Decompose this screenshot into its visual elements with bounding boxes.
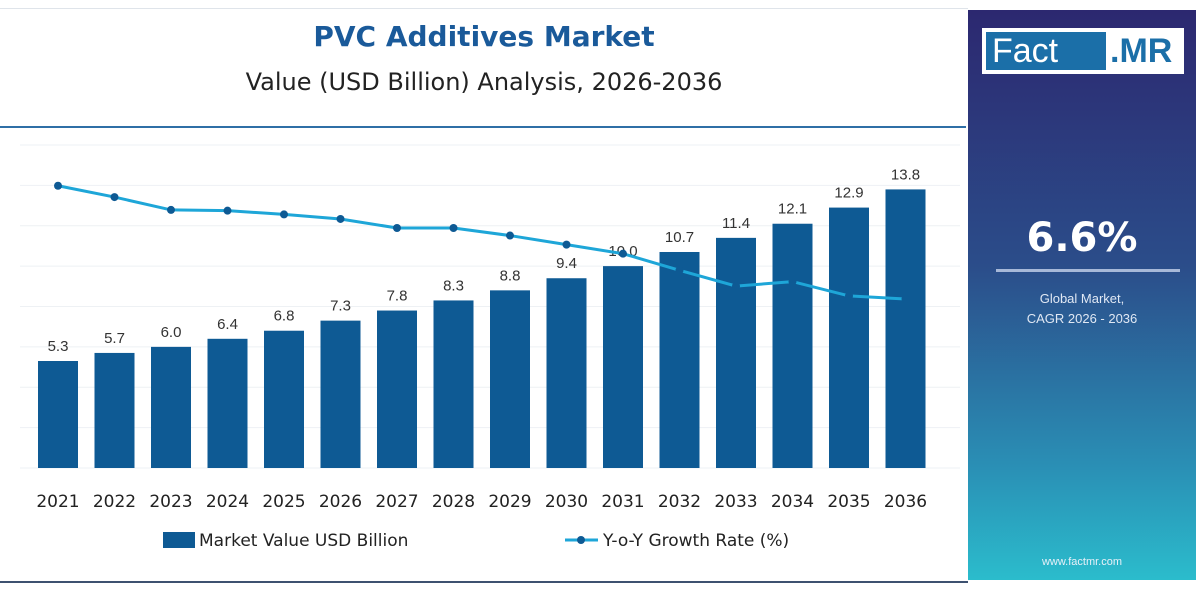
growth-point-2036 [901,294,910,303]
factmr-logo: Fact .MR [982,28,1184,74]
x-tick-2032: 2032 [658,492,701,512]
chart-frame [0,8,968,583]
bar-2034 [772,223,813,468]
bar-label-2034: 12.1 [778,201,807,218]
bar-2025 [264,330,304,468]
legend-bar-swatch [163,532,195,548]
bar-label-2023: 6.0 [161,324,182,341]
x-tick-2028: 2028 [432,492,475,512]
x-tick-2035: 2035 [827,492,870,512]
x-tick-2027: 2027 [375,492,418,512]
bar-2028 [433,300,474,468]
growth-point-2024 [223,206,232,215]
bar-label-2032: 10.7 [665,229,694,246]
bar-label-2029: 8.8 [500,267,521,284]
growth-point-2032 [675,266,684,275]
bar-2026 [320,320,361,468]
growth-point-2030 [562,240,571,249]
x-tick-2021: 2021 [36,492,79,512]
legend-line-marker [577,536,585,544]
growth-point-2021 [54,181,62,190]
bar-label-2024: 6.4 [217,316,238,333]
x-tick-2034: 2034 [771,492,814,512]
x-tick-2025: 2025 [262,492,305,512]
bar-2033 [716,237,756,468]
x-tick-2031: 2031 [601,492,644,512]
bar-2030 [546,278,587,468]
growth-point-2031 [619,249,627,258]
bar-label-2030: 9.4 [556,255,577,272]
bar-2027 [377,310,417,468]
x-tick-2024: 2024 [206,492,249,512]
bar-label-2025: 6.8 [274,308,295,325]
bar-2023 [151,346,191,468]
growth-line [57,184,906,301]
bar-2035 [829,207,869,469]
bar-2031 [603,266,643,468]
x-tick-2026: 2026 [319,492,362,512]
bar-label-2026: 7.3 [330,298,351,315]
header-divider [0,126,966,128]
logo-left: Fact [986,32,1106,70]
chart-subtitle: Value (USD Billion) Analysis, 2026-2036 [245,68,723,96]
x-tick-2022: 2022 [93,492,136,512]
x-tick-2023: 2023 [149,492,192,512]
bar-label-2028: 8.3 [443,277,464,294]
cagr-label-1: Global Market, [1039,291,1125,306]
x-tick-2033: 2033 [714,492,757,512]
bar-label-2033: 11.4 [722,215,750,232]
growth-point-2025 [280,210,288,219]
growth-point-2022 [110,193,119,202]
growth-point-2028 [449,224,458,233]
growth-point-2034 [788,277,797,286]
x-tick-2029: 2029 [488,492,531,512]
bar-2022 [94,352,135,468]
x-tick-2030: 2030 [545,492,588,512]
growth-point-2033 [732,282,740,291]
bar-label-2021: 5.3 [48,338,69,355]
panel-divider [996,269,1180,272]
bar-label-2027: 7.8 [387,288,408,305]
bar-label-2036: 13.8 [891,166,920,183]
bar-2021 [38,361,78,468]
website-url[interactable]: www.factmr.com [1041,556,1123,568]
cagr-label-2: CAGR 2026 - 2036 [1026,311,1138,326]
growth-point-2035 [845,291,853,300]
legend-bar-label: Market Value USD Billion [199,531,408,551]
growth-point-2026 [336,214,345,223]
bar-label-2035: 12.9 [834,185,863,202]
logo-right: .MR [1110,32,1173,70]
bar-2032 [659,251,700,468]
chart-svg: 5.3 2021 5.7 2022 6.0 2023 6.4 2024 6.8 2025 7.3 20… [20,144,960,551]
growth-point-2027 [393,224,401,233]
bar-2029 [490,290,530,468]
growth-point-2023 [167,205,175,214]
growth-point-2029 [506,231,514,240]
chart-title: PVC Additives Market [313,20,655,53]
bar-2036 [885,189,926,468]
side-panel: Fact .MR 6.6% Global Market, CAGR 2026 -… [968,10,1196,580]
bar-label-2022: 5.7 [104,330,125,347]
cagr-value: 6.6% [1026,215,1138,261]
legend-line-label: Y-o-Y Growth Rate (%) [602,531,789,551]
bar-2024 [207,338,248,468]
x-tick-2036: 2036 [884,492,927,512]
